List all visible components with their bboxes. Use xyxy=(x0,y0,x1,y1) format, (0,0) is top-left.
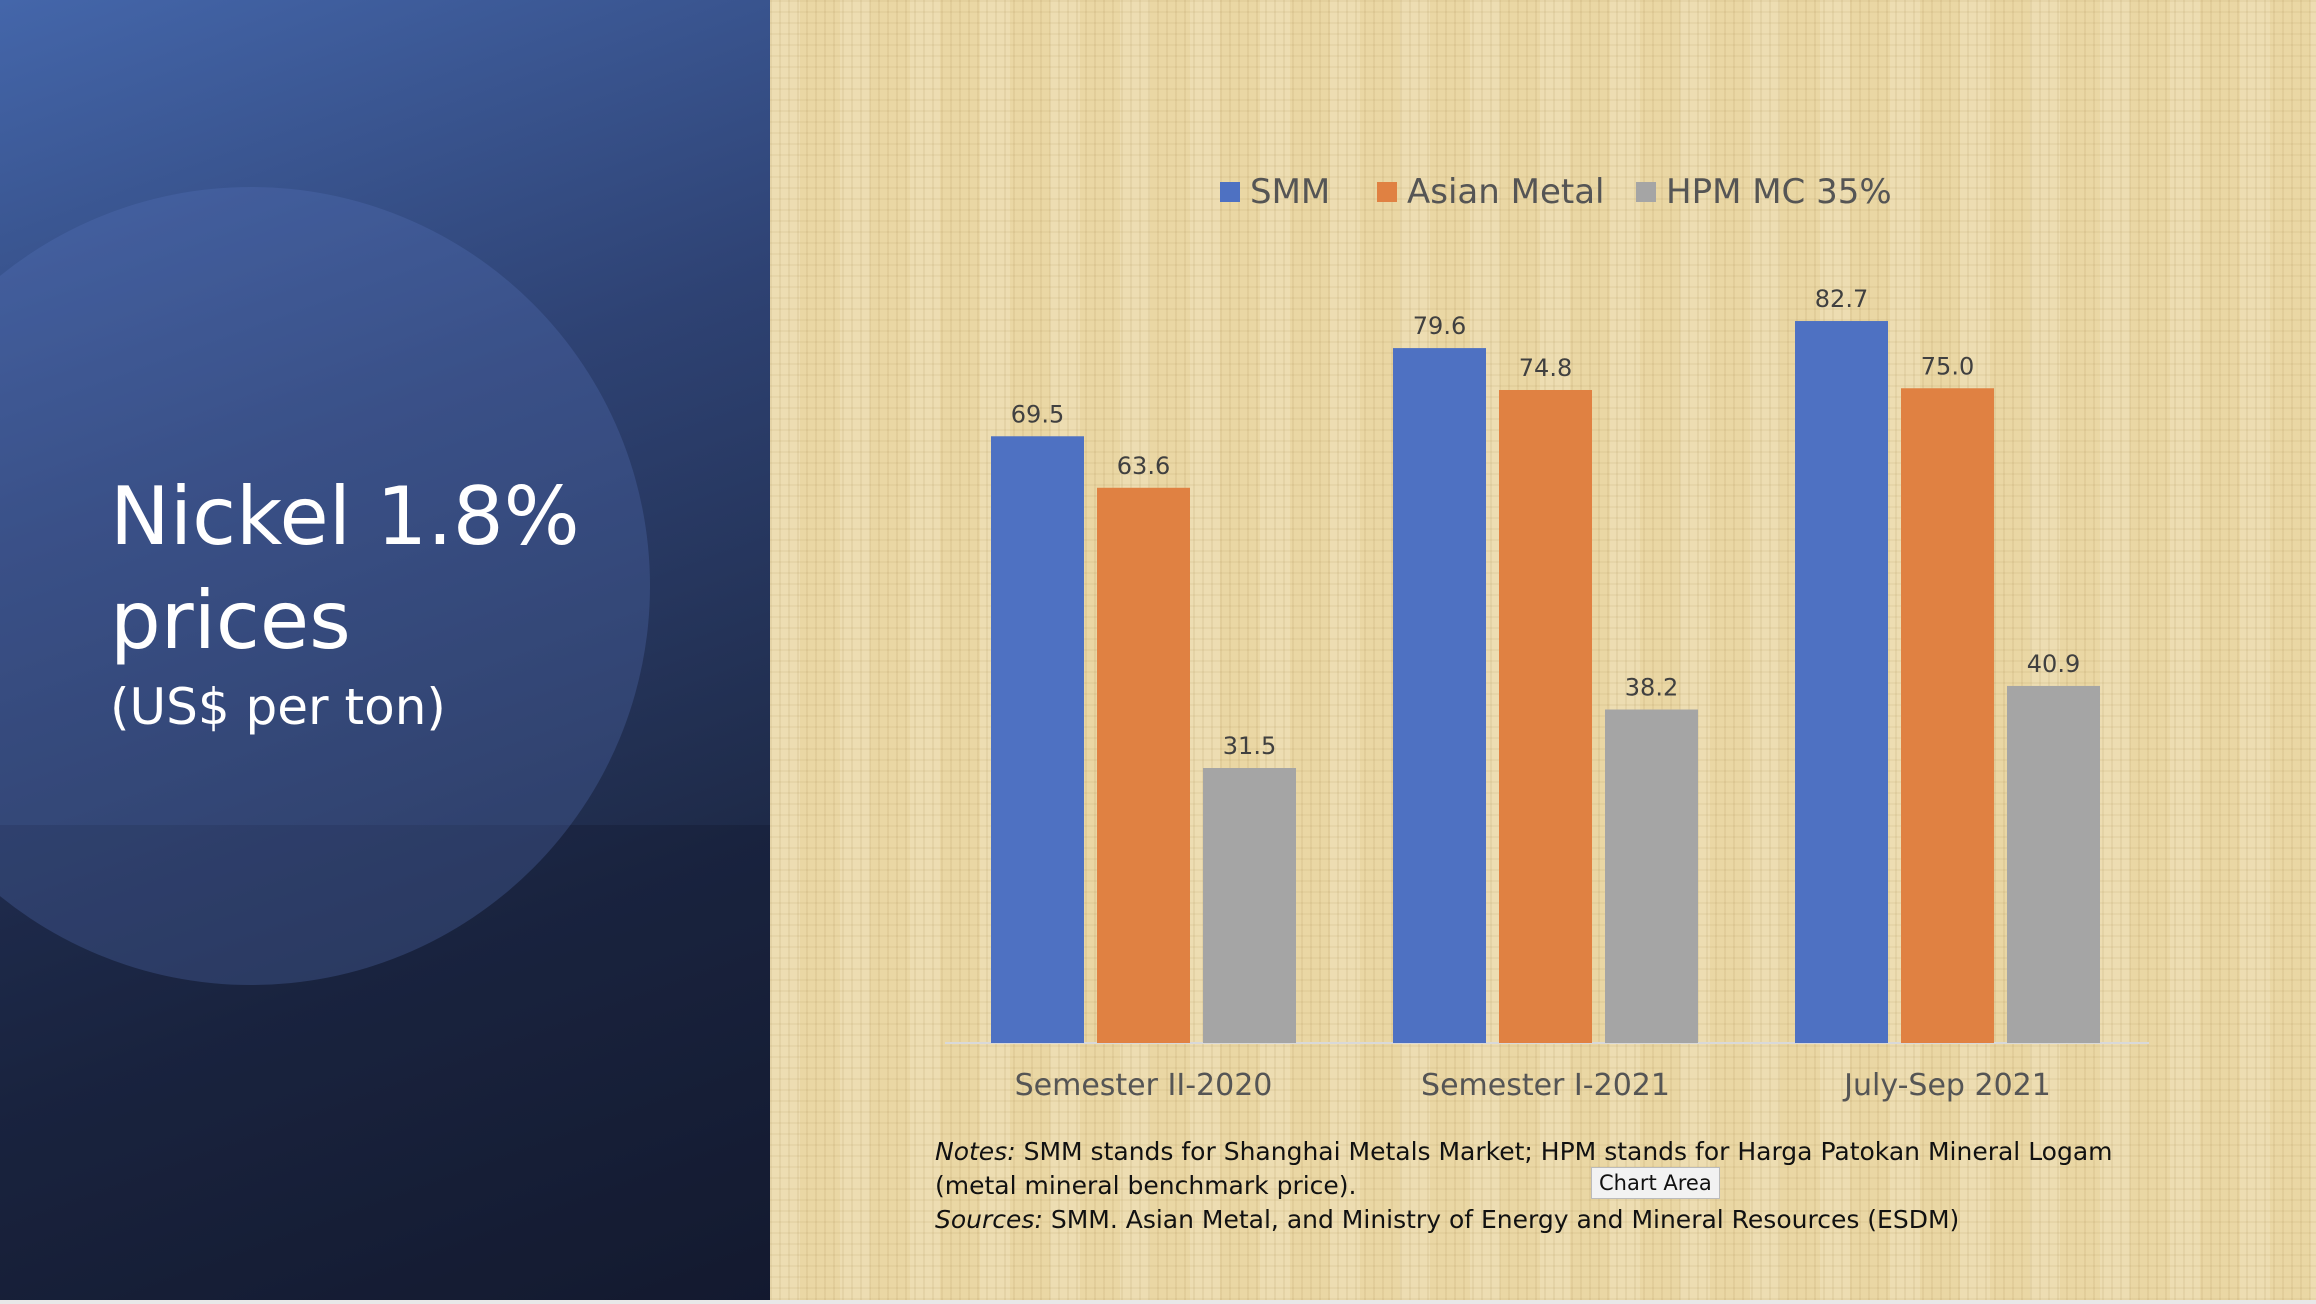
data-label: 69.5 xyxy=(1011,400,1064,428)
slide-title: Nickel 1.8% prices xyxy=(110,465,580,673)
bar-smm[interactable] xyxy=(1393,348,1486,1043)
bar-chart: 69.5 63.6 31.5 79.6 74.8 38.2 82.7 75.0 40.9 xyxy=(945,285,2149,1044)
data-label: 31.5 xyxy=(1223,732,1276,760)
bar-asian-metal[interactable] xyxy=(1097,487,1190,1044)
legend-label: Asian Metal xyxy=(1407,172,1605,212)
notes-text: SMM stands for Shanghai Metals Market; H… xyxy=(935,1137,2113,1200)
bar-hpm-mc-35-[interactable] xyxy=(1203,768,1296,1043)
slide-subtitle: (US$ per ton) xyxy=(110,678,446,736)
bar-asian-metal[interactable] xyxy=(1499,389,1592,1044)
title-line-1: Nickel 1.8% xyxy=(110,470,580,563)
legend-swatch xyxy=(1636,182,1656,202)
chart-area[interactable]: 69.5 63.6 31.5 79.6 74.8 38.2 82.7 75.0 40.9 SMM… xyxy=(770,0,2316,1300)
legend-label: HPM MC 35% xyxy=(1666,172,1892,212)
title-line-2: prices xyxy=(110,574,351,667)
bar-hpm-mc-35-[interactable] xyxy=(2007,685,2100,1043)
data-label: 74.8 xyxy=(1519,354,1572,382)
legend-label: SMM xyxy=(1250,172,1331,212)
data-label: 75.0 xyxy=(1921,352,1974,380)
data-label: 79.6 xyxy=(1413,312,1466,340)
chart-area-tooltip: Chart Area xyxy=(1591,1167,1720,1199)
data-label: 63.6 xyxy=(1117,452,1170,480)
bar-hpm-mc-35-[interactable] xyxy=(1605,709,1698,1043)
legend-item: SMM xyxy=(1220,172,1330,212)
notes-label: Notes: xyxy=(935,1137,1016,1166)
category-label: July-Sep 2021 xyxy=(1844,1068,2051,1103)
background-band xyxy=(0,825,770,1300)
data-label: 82.7 xyxy=(1815,285,1868,313)
sources-label: Sources: xyxy=(935,1205,1043,1234)
bar-smm[interactable] xyxy=(991,436,1084,1043)
legend-item: Asian Metal xyxy=(1377,172,1604,212)
data-label: 40.9 xyxy=(2027,650,2080,678)
category-label: Semester I-2021 xyxy=(1421,1068,1670,1103)
sources-text: SMM. Asian Metal, and Ministry of Energy… xyxy=(1042,1205,1960,1234)
title-panel: Nickel 1.8% prices (US$ per ton) xyxy=(0,0,770,1300)
legend-item: HPM MC 35% xyxy=(1636,172,1892,212)
bar-asian-metal[interactable] xyxy=(1901,388,1994,1043)
chart-notes: Notes: SMM stands for Shanghai Metals Ma… xyxy=(935,1135,2155,1237)
data-label: 38.2 xyxy=(1625,674,1678,702)
category-label: Semester II-2020 xyxy=(1014,1068,1273,1103)
bar-smm[interactable] xyxy=(1795,321,1888,1043)
legend-swatch xyxy=(1377,182,1397,202)
legend-swatch xyxy=(1220,182,1240,202)
decorative-circle xyxy=(0,187,650,985)
